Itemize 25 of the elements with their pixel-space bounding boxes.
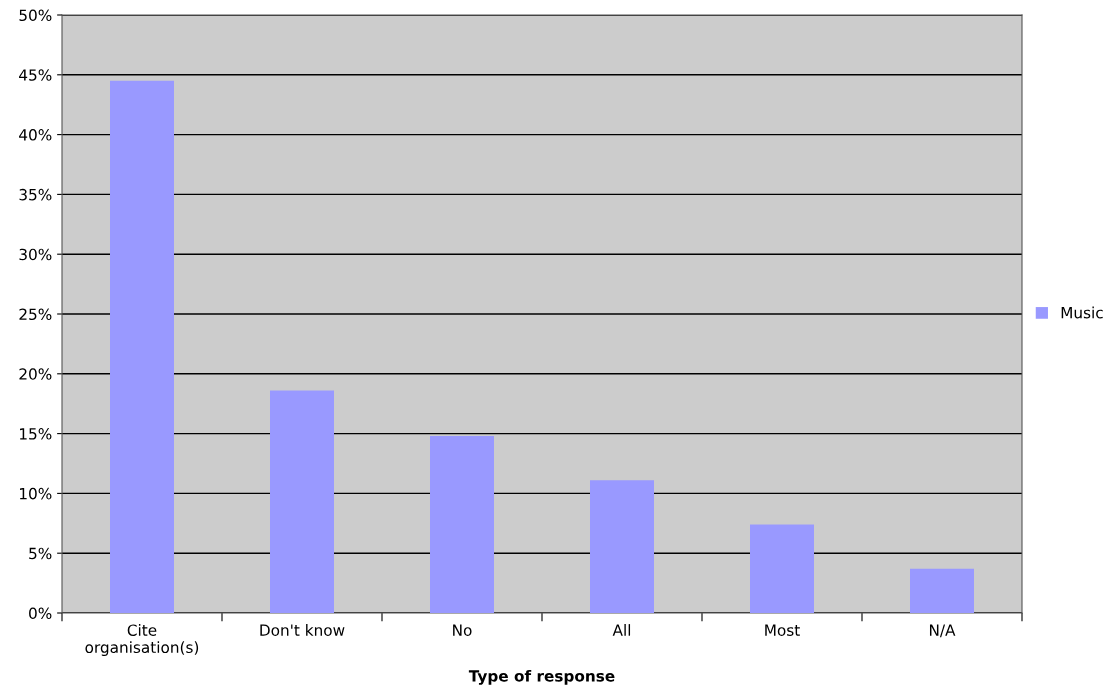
x-tick-label: Most [765,624,800,636]
y-tick-label: 25% [19,308,52,321]
bar [430,435,494,613]
y-tick-label: 0% [29,607,52,620]
bar [750,524,814,613]
y-tick-label: 35% [19,188,52,201]
x-tick-label: N/A [929,624,956,638]
y-tick-label: 40% [19,129,52,141]
y-tick-label: 50% [19,9,52,22]
x-tick-label: Cite organisation(s) [85,624,199,656]
y-tick-label: 45% [19,69,52,81]
bar [110,80,174,613]
y-tick-label: 30% [19,248,52,261]
bar [590,480,654,613]
legend-label: Music [1061,306,1103,319]
x-tick-label: No [453,624,472,636]
x-axis-title: Type of response [468,669,615,685]
x-tick-label: All [612,624,631,636]
y-tick-label: 10% [20,487,52,500]
bar [270,390,334,613]
x-tick-label: Don't know [260,624,345,636]
bar [910,568,974,613]
y-tick-label: 5% [29,547,52,560]
y-tick-label: 15% [20,428,52,440]
y-tick-label: 20% [19,368,52,380]
